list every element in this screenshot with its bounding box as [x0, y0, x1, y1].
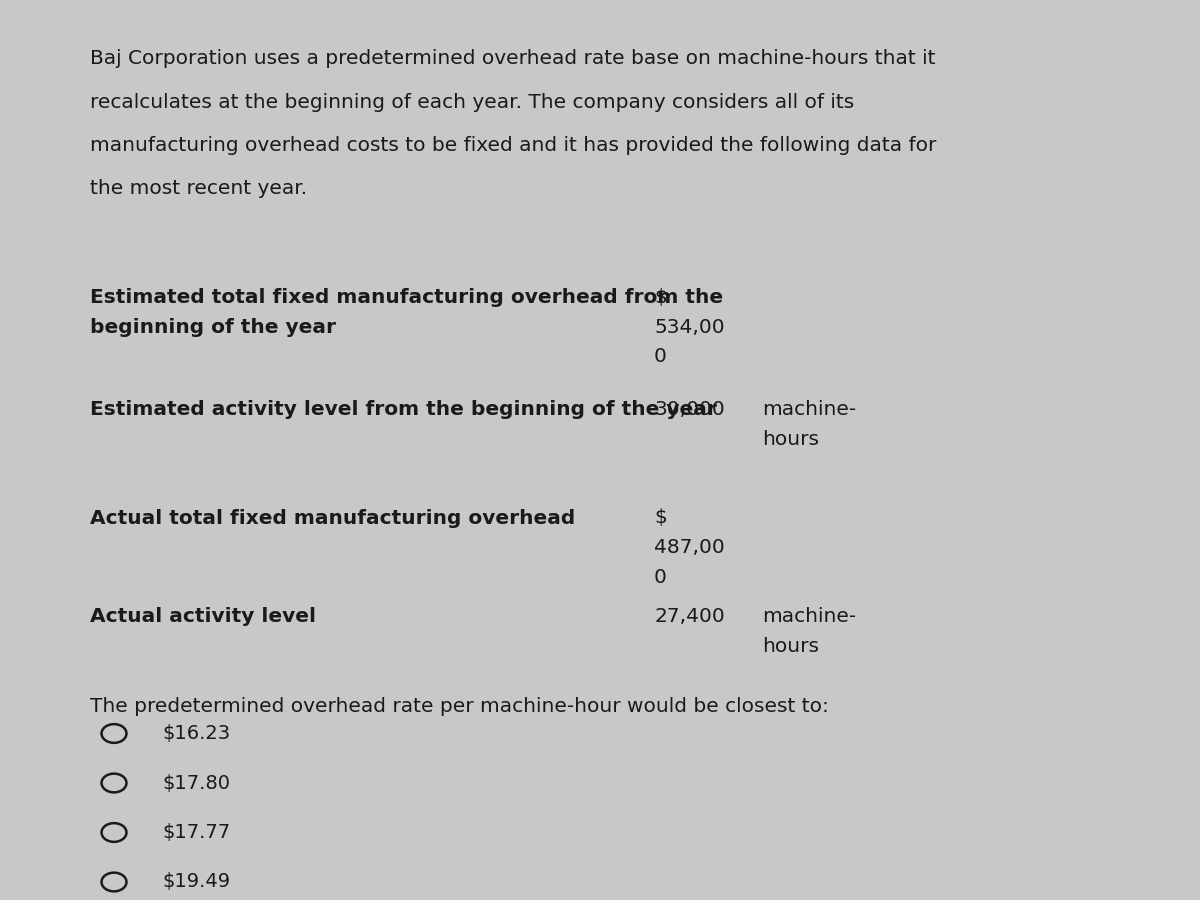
Text: machine-: machine- — [762, 400, 856, 419]
Text: 0: 0 — [654, 568, 667, 587]
Text: 30,000: 30,000 — [654, 400, 725, 419]
Text: The predetermined overhead rate per machine-hour would be closest to:: The predetermined overhead rate per mach… — [90, 698, 829, 716]
Text: Estimated activity level from the beginning of the year: Estimated activity level from the beginn… — [90, 400, 716, 419]
Text: $17.80: $17.80 — [162, 773, 230, 793]
Text: $: $ — [654, 508, 667, 527]
Text: 0: 0 — [654, 347, 667, 366]
Text: $19.49: $19.49 — [162, 872, 230, 892]
Text: 27,400: 27,400 — [654, 608, 725, 626]
Text: Estimated total fixed manufacturing overhead from the: Estimated total fixed manufacturing over… — [90, 288, 724, 307]
Text: manufacturing overhead costs to be fixed and it has provided the following data : manufacturing overhead costs to be fixed… — [90, 136, 936, 155]
Text: Baj Corporation uses a predetermined overhead rate base on machine-hours that it: Baj Corporation uses a predetermined ove… — [90, 50, 936, 68]
Text: Actual activity level: Actual activity level — [90, 608, 316, 626]
Text: Actual total fixed manufacturing overhead: Actual total fixed manufacturing overhea… — [90, 508, 575, 527]
Text: 534,00: 534,00 — [654, 318, 725, 337]
Text: $16.23: $16.23 — [162, 724, 230, 743]
Text: 487,00: 487,00 — [654, 538, 725, 557]
Text: $17.77: $17.77 — [162, 823, 230, 842]
Text: hours: hours — [762, 430, 818, 449]
Text: machine-: machine- — [762, 608, 856, 626]
Text: beginning of the year: beginning of the year — [90, 318, 336, 337]
Text: recalculates at the beginning of each year. The company considers all of its: recalculates at the beginning of each ye… — [90, 93, 854, 112]
Text: $: $ — [654, 288, 667, 307]
Text: the most recent year.: the most recent year. — [90, 179, 307, 198]
Text: hours: hours — [762, 637, 818, 656]
